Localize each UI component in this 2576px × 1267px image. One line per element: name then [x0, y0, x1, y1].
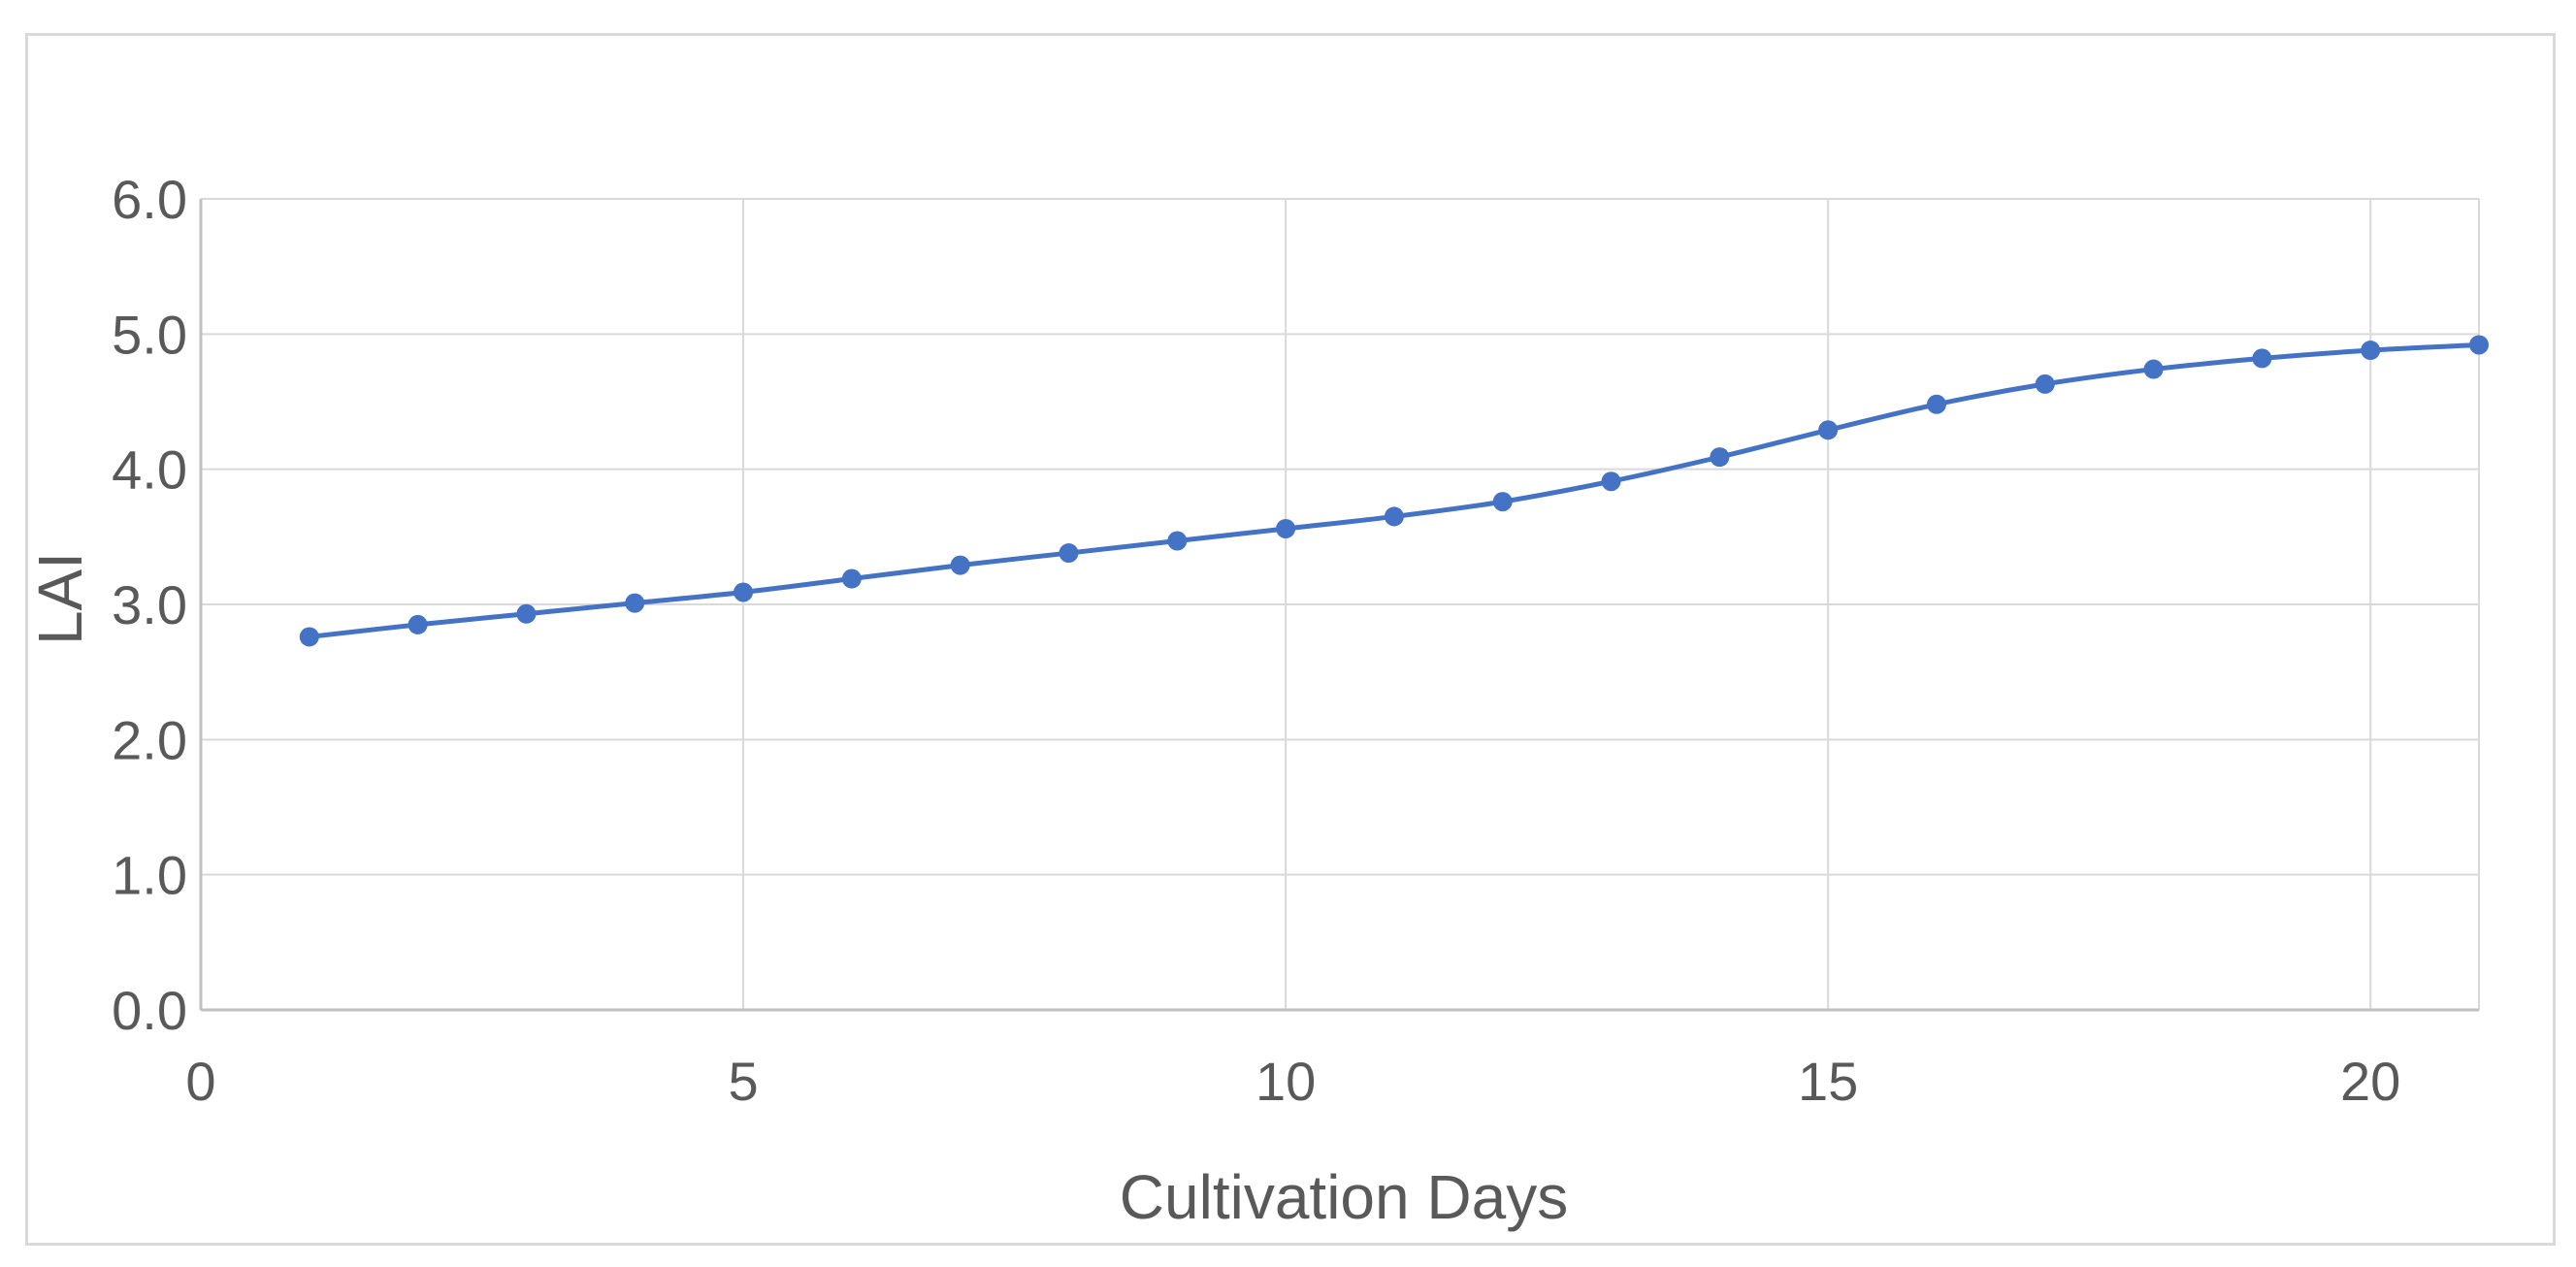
y-tick-label: 0.0: [112, 980, 187, 1041]
x-tick-label: 10: [1255, 1051, 1316, 1112]
data-point: [1926, 394, 1946, 414]
y-axis-title: LAI: [25, 552, 95, 645]
data-point: [408, 614, 428, 634]
data-point: [841, 569, 862, 589]
y-tick-label: 2.0: [112, 709, 187, 770]
chart-frame: [25, 33, 2556, 1246]
data-point: [2469, 335, 2489, 355]
data-point: [1384, 506, 1404, 527]
data-point: [1059, 543, 1079, 564]
y-tick-label: 3.0: [112, 574, 187, 635]
x-axis-title: Cultivation Days: [1120, 1162, 1568, 1232]
x-tick-label: 5: [728, 1051, 758, 1112]
x-tick-label: 0: [185, 1051, 215, 1112]
x-tick-label: 20: [2340, 1051, 2400, 1112]
data-point: [1601, 471, 1621, 492]
axis-layer: [199, 199, 2479, 1012]
data-point: [2361, 341, 2381, 361]
data-point: [299, 627, 319, 647]
data-point: [1167, 531, 1188, 551]
y-tick-label: 4.0: [112, 439, 187, 501]
data-point: [1818, 420, 1839, 440]
data-point: [734, 582, 754, 602]
grid-layer: [201, 198, 2480, 1010]
data-point: [2143, 359, 2164, 379]
data-point: [1710, 447, 1730, 468]
series-line: [309, 341, 2480, 639]
data-point: [950, 555, 970, 575]
data-point: [1492, 492, 1513, 512]
data-point: [2035, 374, 2055, 394]
data-point: [625, 593, 645, 613]
y-tick-label: 1.0: [112, 845, 187, 906]
data-point: [516, 603, 537, 624]
y-tick-label: 6.0: [112, 169, 187, 230]
y-tick-label: 5.0: [112, 304, 187, 365]
x-tick-label: 15: [1798, 1051, 1858, 1112]
data-point: [2252, 348, 2272, 369]
data-point: [1276, 518, 1296, 538]
label-layer: 0.0 1.0 2.0 3.0 4.0 5.0 6.0 0 5 10 15 20: [112, 169, 2400, 1112]
series-layer: [299, 335, 2489, 647]
